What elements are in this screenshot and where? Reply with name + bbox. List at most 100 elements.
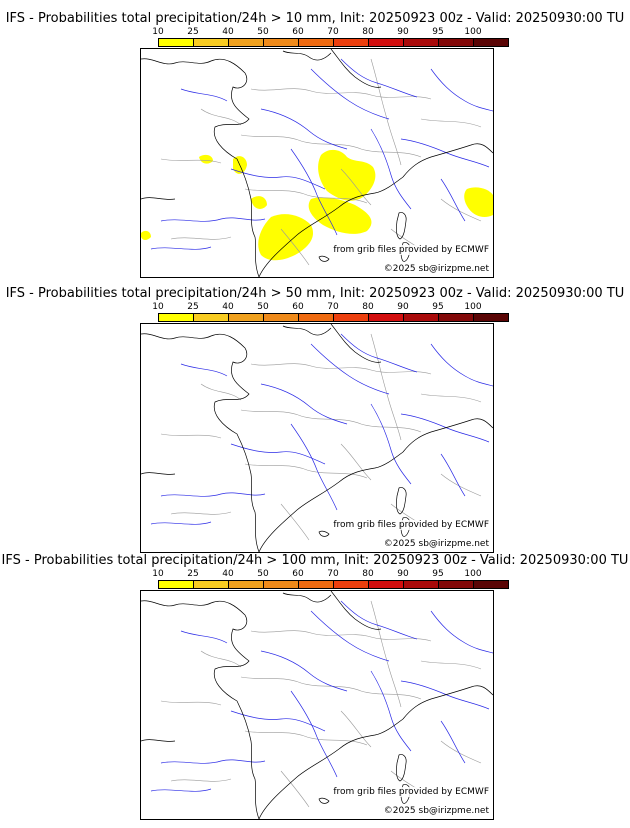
island-outline: [318, 797, 330, 804]
admin-border: [170, 236, 232, 240]
admin-border: [280, 503, 310, 541]
river: [400, 138, 490, 168]
admin-border: [420, 660, 482, 670]
panel-title: IFS - Probabilities total precipitation/…: [5, 11, 625, 26]
colorbar-tick: 50: [257, 27, 269, 37]
river: [440, 720, 466, 764]
map-svg: [141, 324, 493, 552]
island-outline: [318, 530, 330, 537]
admin-border: [280, 770, 310, 808]
colorbar-tick: 70: [327, 302, 339, 312]
river: [340, 58, 418, 98]
colorbar-swatch: [474, 314, 508, 321]
admin-border: [160, 700, 222, 706]
colorbar-tick: 80: [362, 302, 374, 312]
colorbar-swatch: [404, 39, 439, 46]
coastline: [402, 418, 493, 453]
map-area: from grib files provided by ECMWF ©2025 …: [140, 590, 494, 820]
colorbar-tick: 60: [292, 27, 304, 37]
coastline: [330, 324, 382, 363]
coastline: [258, 451, 404, 552]
colorbar-tick: 40: [222, 302, 234, 312]
precip-area: [141, 230, 151, 240]
colorbar-swatch: [229, 39, 264, 46]
colorbar-tick: 90: [397, 27, 409, 37]
admin-border: [200, 108, 242, 126]
coastline: [282, 592, 332, 603]
colorbar-swatch: [159, 39, 194, 46]
colorbar-tick: 95: [432, 27, 444, 37]
colorbar-tick: 10: [152, 302, 164, 312]
colorbar-swatch: [474, 39, 508, 46]
coastline: [330, 49, 382, 88]
river: [400, 413, 490, 443]
credit-copyright: ©2025 sb@irizpme.net: [383, 539, 489, 549]
river: [230, 710, 326, 732]
river: [150, 246, 212, 250]
colorbar-tick: 95: [432, 569, 444, 579]
river: [440, 453, 466, 497]
colorbar-tick: 100: [464, 569, 482, 579]
admin-border: [340, 168, 372, 206]
precip-area: [464, 187, 493, 217]
map-svg: [141, 591, 493, 819]
river: [440, 178, 466, 222]
colorbar-tick: 100: [464, 27, 482, 37]
credit-copyright: ©2025 sb@irizpme.net: [383, 264, 489, 274]
river: [160, 217, 266, 222]
river: [310, 343, 390, 395]
colorbar-swatch: [299, 581, 334, 588]
colorbar-swatch: [229, 314, 264, 321]
colorbar-swatch: [369, 314, 404, 321]
admin-border: [370, 58, 402, 166]
colorbar-tick: 10: [152, 569, 164, 579]
admin-border: [440, 740, 482, 764]
colorbar-swatch: [334, 581, 369, 588]
river: [260, 108, 348, 150]
river: [260, 650, 348, 692]
river: [370, 670, 412, 752]
river: [160, 759, 266, 764]
panel-title: IFS - Probabilities total precipitation/…: [5, 286, 625, 301]
coastline: [141, 197, 176, 200]
colorbar-tick: 25: [187, 569, 199, 579]
coastline: [141, 472, 176, 475]
colorbar-swatch: [474, 581, 508, 588]
panel-title: IFS - Probabilities total precipitation/…: [1, 553, 629, 568]
river: [150, 788, 212, 792]
precip-area: [251, 196, 267, 209]
admin-border: [440, 198, 482, 222]
admin-border: [250, 363, 432, 375]
colorbar-swatch: [334, 314, 369, 321]
colorbar-swatch: [404, 314, 439, 321]
admin-border: [420, 393, 482, 403]
coastline: [258, 176, 404, 277]
colorbar-swatch: [194, 314, 229, 321]
admin-border: [170, 778, 232, 782]
colorbar-swatches: [158, 38, 509, 47]
colorbar-swatches: [158, 313, 509, 322]
colorbar-swatch: [229, 581, 264, 588]
admin-border: [280, 228, 310, 266]
colorbar-tick: 90: [397, 569, 409, 579]
credit-source: from grib files provided by ECMWF: [333, 787, 489, 797]
colorbar-tick: 10: [152, 27, 164, 37]
river: [340, 600, 418, 640]
island-outline: [318, 255, 330, 262]
river: [180, 88, 228, 102]
colorbar-tick: 70: [327, 569, 339, 579]
coastline: [282, 325, 332, 336]
island-outline: [396, 487, 407, 515]
colorbar-tick: 25: [187, 27, 199, 37]
precip-area: [199, 154, 213, 164]
colorbar-tick: 100: [464, 302, 482, 312]
colorbar-swatch: [439, 39, 474, 46]
admin-border: [250, 88, 432, 100]
river: [400, 680, 490, 710]
colorbar-tick: 40: [222, 569, 234, 579]
island-outline: [396, 754, 407, 782]
colorbar-tick: 80: [362, 27, 374, 37]
river: [260, 383, 348, 425]
admin-border: [244, 463, 368, 479]
admin-border: [160, 158, 222, 164]
